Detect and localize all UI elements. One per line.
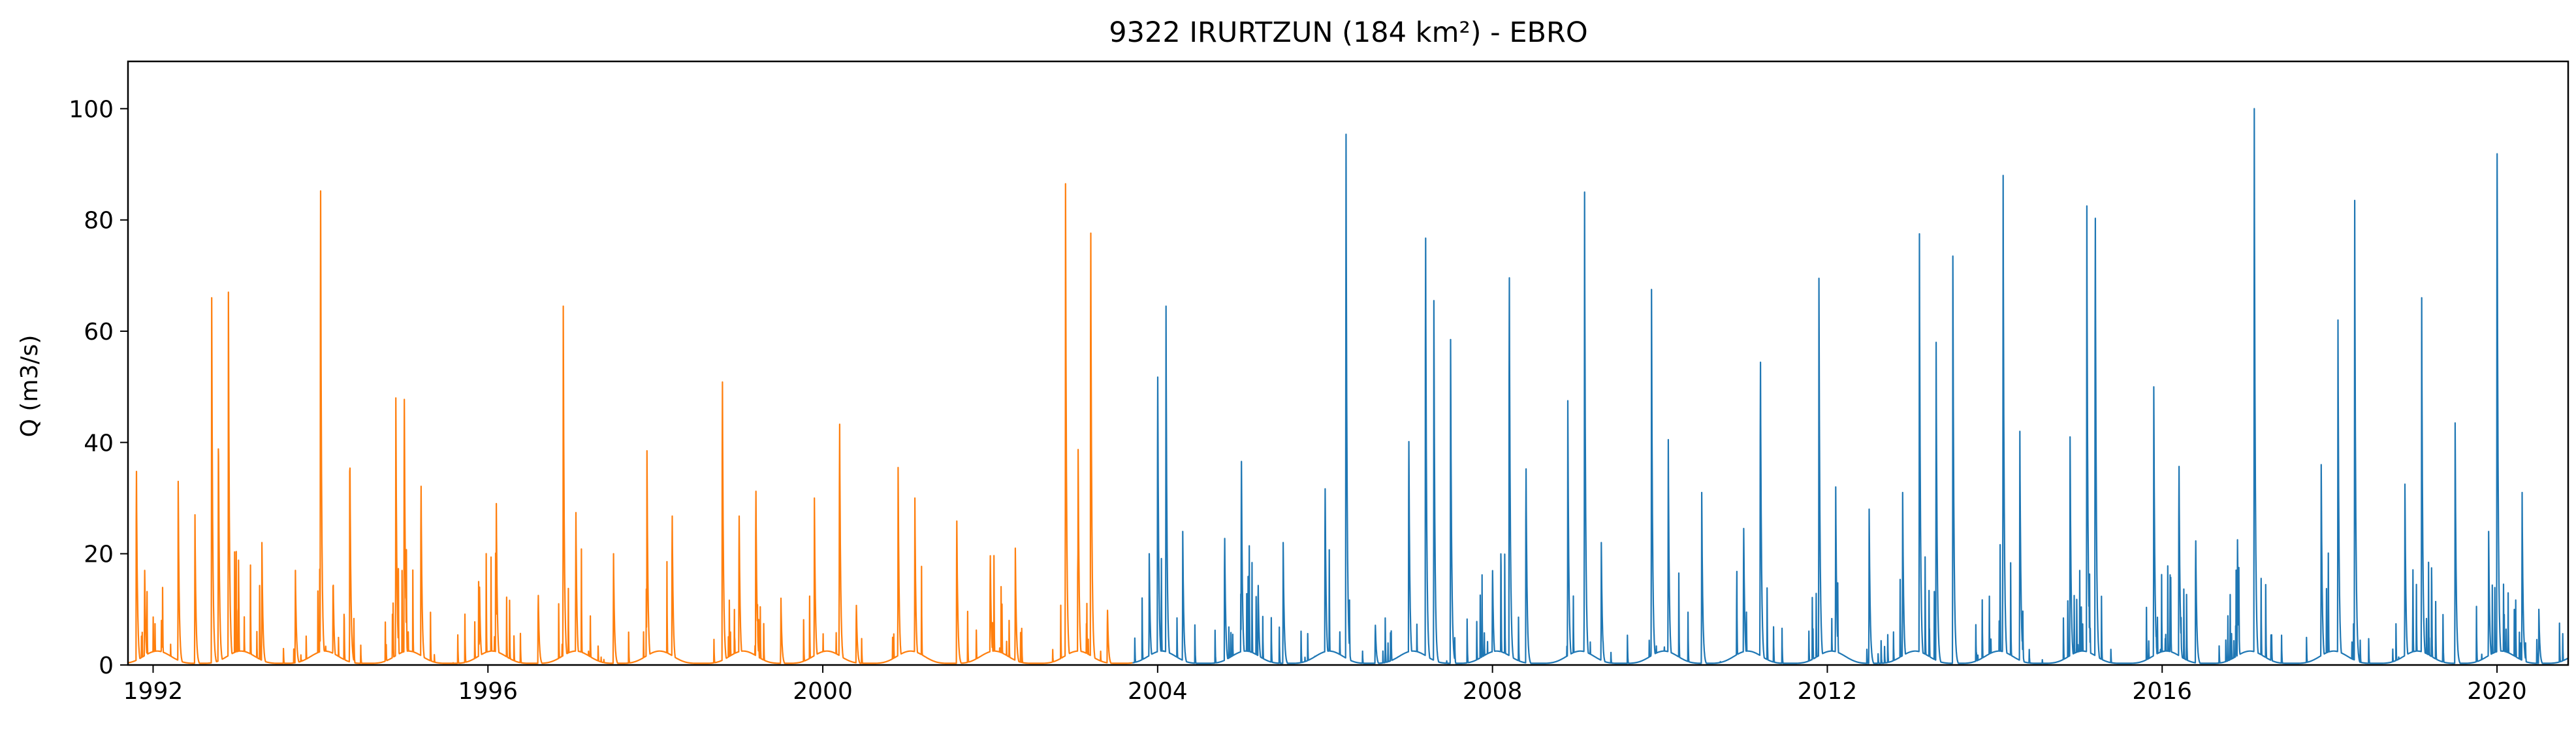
series-layer (127, 108, 2569, 664)
x-tick-label: 2012 (1798, 678, 1858, 705)
x-tick-label: 1996 (458, 678, 518, 705)
plot-frame (127, 60, 2569, 666)
y-tick-label: 100 (69, 96, 114, 123)
x-tick-label: 2000 (793, 678, 853, 705)
y-tick-label: 60 (84, 319, 114, 346)
series-line-2 (1132, 108, 2569, 664)
x-axis: 1992 1996 2000 2004 2008 2012 2016 2020 (123, 665, 2527, 705)
y-tick-label: 0 (99, 653, 114, 679)
y-axis: 0 20 40 60 80 100 (69, 96, 128, 679)
x-tick-label: 2004 (1128, 678, 1188, 705)
chart-title: 9322 IRURTZUN (184 km²) - EBRO (1109, 16, 1587, 49)
y-tick-label: 40 (84, 430, 114, 457)
x-tick-label: 2008 (1463, 678, 1523, 705)
x-tick-label: 1992 (123, 678, 183, 705)
y-axis-label: Q (m3/s) (16, 335, 43, 438)
x-tick-label: 2016 (2132, 678, 2192, 705)
y-tick-label: 20 (84, 542, 114, 568)
y-tick-label: 80 (84, 208, 114, 235)
x-tick-label: 2020 (2467, 678, 2527, 705)
series-line-1 (127, 183, 1134, 664)
